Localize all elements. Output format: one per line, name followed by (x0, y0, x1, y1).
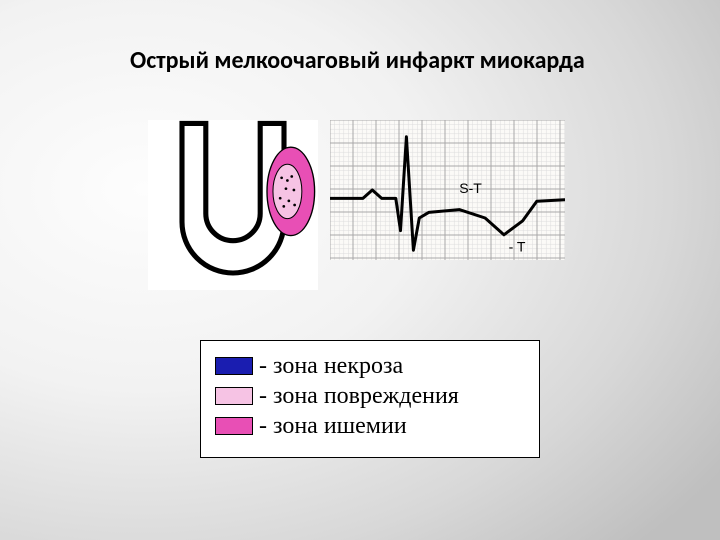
ecg-panel: S-T - T (330, 120, 565, 260)
heart-diagram-panel (148, 120, 318, 290)
slide: Острый мелкоочаговый инфаркт миокарда S-… (0, 0, 720, 540)
legend-swatch (215, 387, 253, 405)
svg-text:- T: - T (509, 239, 526, 255)
legend-label: - зона ишемии (259, 411, 407, 441)
svg-text:S-T: S-T (459, 180, 482, 196)
legend-label: - зона некроза (259, 351, 403, 381)
page-title: Острый мелкоочаговый инфаркт миокарда (130, 46, 585, 75)
ecg-labels: S-T - T (459, 180, 526, 255)
legend-row: - зона повреждения (215, 381, 525, 411)
legend-swatch (215, 417, 253, 435)
ecg-grid (330, 120, 565, 260)
legend-row: - зона ишемии (215, 411, 525, 441)
injury-zone (273, 164, 302, 218)
legend-box: - зона некроза - зона повреждения - зона… (200, 340, 540, 458)
legend-row: - зона некроза (215, 351, 525, 381)
ecg-trace: S-T - T (330, 120, 565, 260)
heart-cross-section (148, 120, 318, 290)
legend-label: - зона повреждения (259, 381, 459, 411)
legend-rows: - зона некроза - зона повреждения - зона… (215, 351, 525, 441)
legend-swatch (215, 357, 253, 375)
